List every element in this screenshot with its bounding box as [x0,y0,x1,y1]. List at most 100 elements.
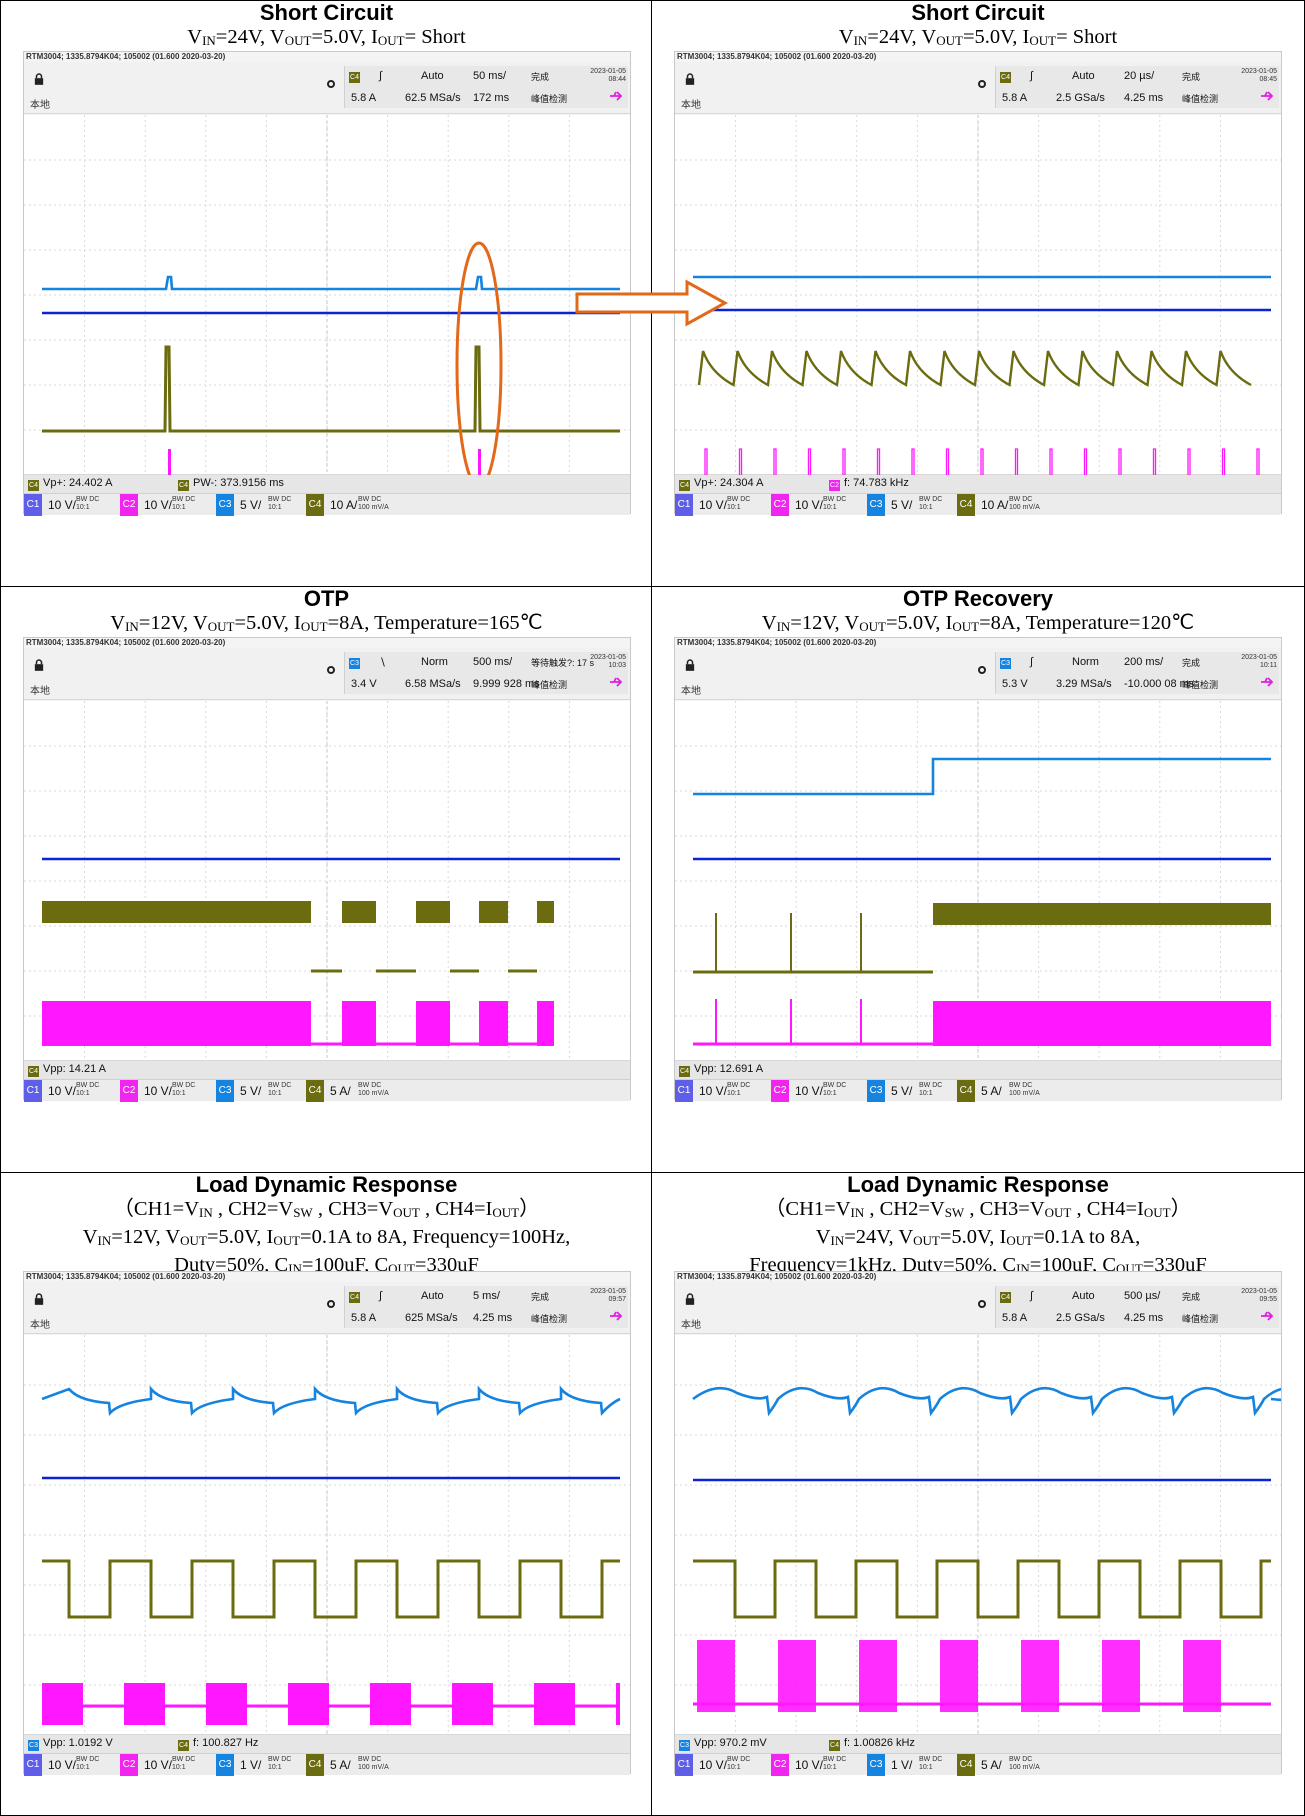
measurement-item[interactable]: C4 f: 1.00826 kHz [829,1737,915,1751]
measurement-item[interactable]: C4 Vp+: 24.402 A [28,477,112,491]
lock-icon[interactable] [34,72,44,86]
trigger-slope[interactable]: ∫ [1030,1290,1034,1302]
sample-rate[interactable]: 625 MSa/s [405,1312,458,1324]
channel-2[interactable]: C2 10 V/BW DC 10:1 [120,1080,212,1102]
trigger-mode[interactable]: Norm [1072,656,1099,668]
trigger-level[interactable]: 5.8 A [1002,1312,1028,1324]
timebase[interactable]: 20 µs/ [1124,70,1155,82]
trigger-level[interactable]: 5.8 A [1002,92,1028,104]
acq-status[interactable]: 完成 [1182,658,1201,668]
record-length[interactable]: 4.25 ms [473,1312,513,1324]
measurement-item[interactable]: C4 f: 100.827 Hz [178,1737,258,1751]
trigger-slope[interactable]: ∖ [379,657,387,669]
usb-icon[interactable] [1260,1310,1274,1322]
sample-rate[interactable]: 2.5 GSa/s [1056,1312,1105,1324]
channel-1[interactable]: C1 10 V/BW DC 10:1 [24,1754,116,1776]
waveform-display[interactable] [675,1335,1281,1735]
acq-mode[interactable]: 峰值检测 [1182,94,1219,104]
lock-icon[interactable] [685,658,695,672]
trigger-mode[interactable]: Auto [1072,1290,1095,1302]
waveform-display[interactable] [24,115,630,475]
timebase[interactable]: 500 µs/ [1124,1290,1161,1302]
waveform-display[interactable] [675,115,1281,475]
lock-icon[interactable] [34,658,44,672]
trigger-mode[interactable]: Auto [421,70,444,82]
run-indicator-icon[interactable] [327,666,335,674]
trigger-mode[interactable]: Norm [421,656,448,668]
channel-1[interactable]: C1 10 V/BW DC 10:1 [24,494,116,516]
channel-1[interactable]: C1 10 V/BW DC 10:1 [24,1080,116,1102]
usb-icon[interactable] [1260,676,1274,688]
sample-rate[interactable]: 3.29 MSa/s [1056,678,1112,690]
record-length[interactable]: 4.25 ms [1124,1312,1164,1324]
trigger-slope[interactable]: ∫ [379,1290,383,1302]
channel-4[interactable]: C4 10 A/BW DC 100 mV/A [306,494,398,516]
usb-icon[interactable] [609,676,623,688]
trigger-panel[interactable]: C3 ∖ Norm 500 ms/等待触发?: 17 s 3.4 V 6.58 MSa/s… [344,652,628,694]
channel-2[interactable]: C2 10 V/BW DC 10:1 [120,1754,212,1776]
record-length[interactable]: 4.25 ms [1124,92,1164,104]
acq-status[interactable]: 完成 [1182,1292,1201,1302]
trigger-level[interactable]: 5.3 V [1002,678,1028,690]
channel-1[interactable]: C1 10 V/BW DC 10:1 [675,1754,767,1776]
channel-3[interactable]: C3 5 V/BW DC 10:1 [216,1080,308,1102]
trigger-level[interactable]: 5.8 A [351,1312,377,1324]
channel-3[interactable]: C3 1 V/BW DC 10:1 [216,1754,308,1776]
timebase[interactable]: 500 ms/ [473,656,513,668]
sample-rate[interactable]: 62.5 MSa/s [405,92,461,104]
channel-3[interactable]: C3 5 V/BW DC 10:1 [867,1080,959,1102]
trigger-level[interactable]: 5.8 A [351,92,377,104]
lock-icon[interactable] [685,72,695,86]
trigger-level[interactable]: 3.4 V [351,678,377,690]
measurement-item[interactable]: C4 Vpp: 12.691 A [679,1063,763,1077]
channel-2[interactable]: C2 10 V/BW DC 10:1 [120,494,212,516]
waveform-display[interactable] [24,1335,630,1735]
trigger-slope[interactable]: ∫ [1030,656,1034,668]
sample-rate[interactable]: 2.5 GSa/s [1056,92,1105,104]
record-length[interactable]: -10.000 08 ms [1124,678,1195,690]
acq-status[interactable]: 完成 [1182,72,1201,82]
record-length[interactable]: 9.999 928 ms [473,678,540,690]
channel-4[interactable]: C4 10 A/BW DC 100 mV/A [957,494,1049,516]
channel-4[interactable]: C4 5 A/BW DC 100 mV/A [957,1080,1049,1102]
sample-rate[interactable]: 6.58 MSa/s [405,678,461,690]
usb-icon[interactable] [1260,90,1274,102]
trigger-slope[interactable]: ∫ [1030,70,1034,82]
measurement-item[interactable]: C4 PW-: 373.9156 ms [178,477,284,491]
trigger-panel[interactable]: C3 ∫ Norm 200 ms/完成 5.3 V 3.29 MSa/s -10.000 0… [995,652,1279,694]
run-indicator-icon[interactable] [327,80,335,88]
trigger-slope[interactable]: ∫ [379,70,383,82]
trigger-panel[interactable]: C4 ∫ Auto 500 µs/完成 5.8 A 2.5 GSa/s 4.25 ms 峰值检… [995,1286,1279,1328]
channel-4[interactable]: C4 5 A/BW DC 100 mV/A [306,1080,398,1102]
lock-icon[interactable] [685,1292,695,1306]
channel-1[interactable]: C1 10 V/BW DC 10:1 [675,494,767,516]
record-length[interactable]: 172 ms [473,92,510,104]
usb-icon[interactable] [609,1310,623,1322]
channel-3[interactable]: C3 5 V/BW DC 10:1 [867,494,959,516]
channel-2[interactable]: C2 10 V/BW DC 10:1 [771,494,863,516]
trigger-panel[interactable]: C4 ∫ Auto 50 ms/完成 5.8 A 62.5 MSa/s 172 ms 峰值检测 [344,66,628,108]
run-indicator-icon[interactable] [978,666,986,674]
run-indicator-icon[interactable] [978,80,986,88]
trigger-panel[interactable]: C4 ∫ Auto 5 ms/完成 5.8 A 625 MSa/s 4.25 ms 峰值检测 [344,1286,628,1328]
measurement-item[interactable]: C2 f: 74.783 kHz [829,477,909,491]
channel-3[interactable]: C3 1 V/BW DC 10:1 [867,1754,959,1776]
waveform-display[interactable] [24,701,630,1061]
lock-icon[interactable] [34,1292,44,1306]
acq-mode[interactable]: 峰值检测 [531,680,568,690]
timebase[interactable]: 5 ms/ [473,1290,500,1302]
measurement-item[interactable]: C4 Vpp: 14.21 A [28,1063,106,1077]
waveform-display[interactable] [675,701,1281,1061]
acq-status[interactable]: 完成 [531,1292,550,1302]
channel-3[interactable]: C3 5 V/BW DC 10:1 [216,494,308,516]
timebase[interactable]: 200 ms/ [1124,656,1164,668]
acq-status[interactable]: 完成 [531,72,550,82]
trigger-mode[interactable]: Auto [1072,70,1095,82]
channel-4[interactable]: C4 5 A/BW DC 100 mV/A [957,1754,1049,1776]
acq-status[interactable]: 等待触发?: 17 s [531,658,595,668]
measurement-item[interactable]: C4 Vp+: 24.304 A [679,477,763,491]
acq-mode[interactable]: 峰值检测 [1182,680,1219,690]
run-indicator-icon[interactable] [978,1300,986,1308]
channel-2[interactable]: C2 10 V/BW DC 10:1 [771,1080,863,1102]
channel-4[interactable]: C4 5 A/BW DC 100 mV/A [306,1754,398,1776]
